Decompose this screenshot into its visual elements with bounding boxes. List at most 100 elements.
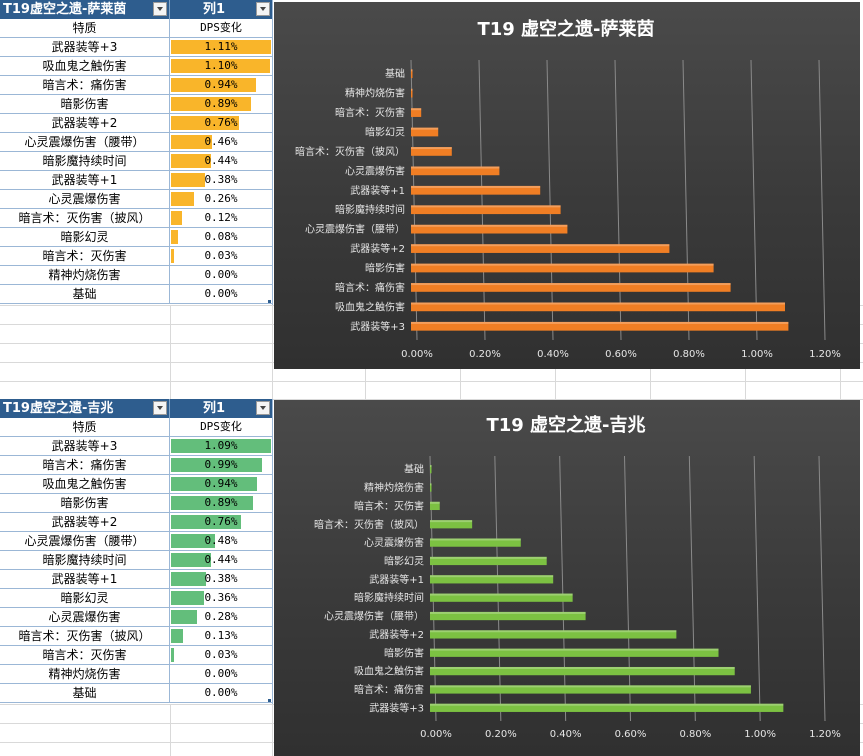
chart-bar[interactable] (430, 538, 521, 547)
dps-cell[interactable]: 0.44% (170, 152, 272, 170)
table-row[interactable]: 武器装等+2 0.76% (0, 114, 272, 133)
dps-cell[interactable]: 0.89% (170, 494, 272, 512)
dps-cell[interactable]: 0.08% (170, 228, 272, 246)
dps-cell[interactable]: 0.99% (170, 456, 272, 474)
chart-bar[interactable] (430, 593, 573, 602)
table-row[interactable]: 心灵震爆伤害（腰带） 0.46% (0, 133, 272, 152)
table-row[interactable]: 精神灼烧伤害 0.00% (0, 266, 272, 285)
trait-cell[interactable]: 基础 (0, 684, 170, 702)
trait-cell[interactable]: 吸血鬼之触伤害 (0, 475, 170, 493)
dps-cell[interactable]: 0.12% (170, 209, 272, 227)
dps-cell[interactable]: 0.46% (170, 133, 272, 151)
table-row[interactable]: 暗影魔持续时间 0.44% (0, 551, 272, 570)
table-row[interactable]: 精神灼烧伤害 0.00% (0, 665, 272, 684)
dps-cell[interactable]: 0.76% (170, 114, 272, 132)
table-resize-handle[interactable] (268, 300, 271, 303)
trait-cell[interactable]: 暗言术：灭伤害（披风） (0, 627, 170, 645)
chart-bar[interactable] (430, 685, 751, 694)
chart-bar[interactable] (411, 302, 785, 312)
chart-bar[interactable] (411, 88, 413, 98)
dps-cell[interactable]: 1.11% (170, 38, 272, 56)
trait-cell[interactable]: 暗影幻灵 (0, 228, 170, 246)
dps-cell[interactable]: 0.28% (170, 608, 272, 626)
trait-cell[interactable]: 精神灼烧伤害 (0, 266, 170, 284)
chart-salaiyin[interactable]: T19 虚空之遗-萨莱茵 基础 精神灼烧伤害 暗言术：灭伤害 暗影幻灵 暗言术：灭伤害（… (274, 2, 860, 369)
chart-bar[interactable] (411, 166, 500, 176)
chart-bar[interactable] (430, 501, 440, 511)
table-row[interactable]: 暗影魔持续时间 0.44% (0, 152, 272, 171)
chart-bar[interactable] (411, 205, 561, 215)
trait-cell[interactable]: 武器装等+1 (0, 171, 170, 189)
dps-cell[interactable]: 0.94% (170, 475, 272, 493)
trait-cell[interactable]: 精神灼烧伤害 (0, 665, 170, 683)
trait-cell[interactable]: 心灵震爆伤害（腰带） (0, 133, 170, 151)
chart-bar[interactable] (411, 263, 714, 273)
table-row[interactable]: 暗言术：灭伤害 0.03% (0, 646, 272, 665)
dps-cell[interactable]: 0.13% (170, 627, 272, 645)
table-row[interactable]: 吸血鬼之触伤害 1.10% (0, 57, 272, 76)
chart-bar[interactable] (430, 575, 554, 584)
table-row[interactable]: 武器装等+2 0.76% (0, 513, 272, 532)
trait-cell[interactable]: 心灵震爆伤害（腰带） (0, 532, 170, 550)
dps-cell[interactable]: 0.03% (170, 247, 272, 265)
trait-cell[interactable]: 基础 (0, 285, 170, 303)
chart-bar[interactable] (411, 108, 422, 117)
table-row[interactable]: 暗言术：灭伤害 0.03% (0, 247, 272, 266)
trait-cell[interactable]: 暗影伤害 (0, 95, 170, 113)
chart-bar[interactable] (430, 556, 547, 566)
table-row[interactable]: 基础 0.00% (0, 684, 272, 703)
table-row[interactable]: 暗影幻灵 0.36% (0, 589, 272, 608)
dps-cell[interactable]: 1.09% (170, 437, 272, 455)
table-row[interactable]: 暗言术：痛伤害 0.94% (0, 76, 272, 95)
trait-cell[interactable]: 暗言术：灭伤害 (0, 646, 170, 664)
trait-cell[interactable]: 暗影幻灵 (0, 589, 170, 607)
trait-cell[interactable]: 吸血鬼之触伤害 (0, 57, 170, 75)
dps-cell[interactable]: 0.00% (170, 266, 272, 284)
table-row[interactable]: 心灵震爆伤害（腰带） 0.48% (0, 532, 272, 551)
trait-cell[interactable]: 武器装等+2 (0, 513, 170, 531)
table-row[interactable]: 武器装等+3 1.11% (0, 38, 272, 57)
dps-cell[interactable]: 0.00% (170, 285, 272, 303)
chart-bar[interactable] (411, 147, 452, 156)
chart-bar[interactable] (411, 283, 731, 292)
table-row[interactable]: 暗影伤害 0.89% (0, 494, 272, 513)
table-row[interactable]: 武器装等+1 0.38% (0, 570, 272, 589)
table-row[interactable]: 暗影幻灵 0.08% (0, 228, 272, 247)
dps-cell[interactable]: 0.44% (170, 551, 272, 569)
trait-cell[interactable]: 心灵震爆伤害 (0, 608, 170, 626)
trait-cell[interactable]: 武器装等+1 (0, 570, 170, 588)
chart-bar[interactable] (430, 648, 719, 657)
trait-cell[interactable]: 武器装等+3 (0, 437, 170, 455)
chart-bar[interactable] (430, 520, 473, 529)
dps-cell[interactable]: 1.10% (170, 57, 272, 75)
chart-bar[interactable] (411, 321, 789, 331)
table-row[interactable]: 武器装等+3 1.09% (0, 437, 272, 456)
trait-cell[interactable]: 武器装等+2 (0, 114, 170, 132)
table-row[interactable]: 暗言术：灭伤害（披风） 0.13% (0, 627, 272, 646)
trait-cell[interactable]: 暗影魔持续时间 (0, 152, 170, 170)
chart-bar[interactable] (411, 69, 413, 79)
chart-bar[interactable] (430, 703, 784, 712)
table-row[interactable]: 武器装等+1 0.38% (0, 171, 272, 190)
filter-dropdown-icon[interactable] (153, 2, 167, 16)
table-row[interactable]: 暗影伤害 0.89% (0, 95, 272, 114)
chart-bar[interactable] (430, 465, 432, 474)
filter-dropdown-icon[interactable] (153, 401, 167, 415)
trait-cell[interactable]: 暗言术：灭伤害 (0, 247, 170, 265)
chart-bar[interactable] (430, 630, 677, 639)
chart-bar[interactable] (411, 185, 541, 195)
trait-cell[interactable]: 暗言术：痛伤害 (0, 456, 170, 474)
trait-cell[interactable]: 心灵震爆伤害 (0, 190, 170, 208)
trait-cell[interactable]: 暗言术：灭伤害（披风） (0, 209, 170, 227)
trait-cell[interactable]: 暗言术：痛伤害 (0, 76, 170, 94)
filter-dropdown-icon[interactable] (256, 401, 270, 415)
table-row[interactable]: 心灵震爆伤害 0.28% (0, 608, 272, 627)
trait-cell[interactable]: 武器装等+3 (0, 38, 170, 56)
table-row[interactable]: 暗言术：灭伤害（披风） 0.12% (0, 209, 272, 228)
dps-cell[interactable]: 0.38% (170, 171, 272, 189)
table-row[interactable]: 暗言术：痛伤害 0.99% (0, 456, 272, 475)
trait-cell[interactable]: 暗影伤害 (0, 494, 170, 512)
chart-bar[interactable] (411, 244, 670, 253)
chart-bar[interactable] (430, 483, 432, 492)
dps-cell[interactable]: 0.48% (170, 532, 272, 550)
